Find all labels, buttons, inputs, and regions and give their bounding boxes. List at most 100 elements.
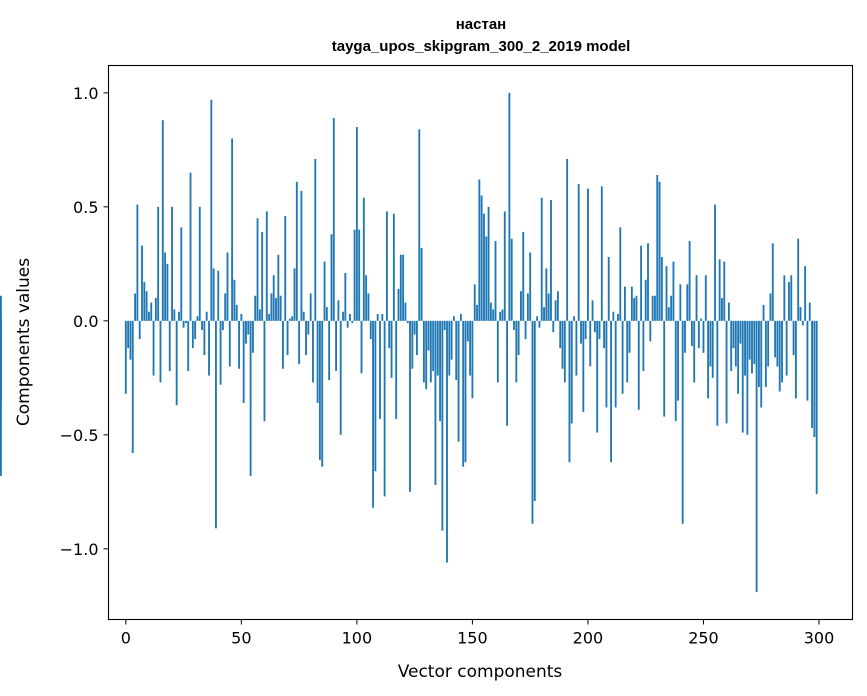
bar-component-221 [635, 295, 638, 321]
bar-component-12 [152, 320, 155, 376]
bar-component-213 [617, 314, 619, 321]
bar-component-25 [182, 320, 185, 328]
bar-component-268 [744, 320, 746, 376]
bar-component-185 [552, 320, 555, 333]
bar-component-248 [697, 320, 700, 349]
bar-component-64 [272, 275, 275, 321]
bar-component-183 [547, 293, 550, 321]
bar-component-16 [161, 120, 164, 321]
bar-component-217 [626, 320, 629, 383]
bar-component-277 [764, 320, 767, 387]
bar-component-73 [293, 268, 296, 321]
bar-component-50 [240, 314, 243, 321]
bar-component-181 [543, 307, 545, 321]
bar-component-282 [776, 320, 779, 367]
bar-component-232 [660, 257, 663, 321]
bar-component-22 [175, 320, 178, 406]
bar-component-148 [466, 320, 469, 342]
bar-component-142 [453, 316, 455, 321]
bar-component-78 [305, 320, 307, 356]
bar-component-21 [173, 309, 176, 321]
bar-component-89 [330, 234, 333, 321]
bar-component-283 [778, 320, 781, 392]
bar-component-211 [612, 311, 615, 321]
bar-component-192 [568, 320, 571, 463]
bar-component-undefined [0, 320, 2, 476]
bar-component-290 [794, 320, 797, 399]
bar-component-160 [494, 241, 497, 321]
bar-component-85 [321, 320, 324, 467]
bar-component-41 [219, 320, 222, 385]
bar-component-281 [774, 320, 777, 358]
bar-component-197 [580, 320, 582, 344]
bar-component-158 [489, 302, 492, 321]
bar-component-88 [328, 320, 331, 381]
bar-component-292 [799, 307, 802, 321]
bar-component-159 [492, 309, 495, 321]
bar-component-8 [143, 282, 146, 321]
bar-component-172 [522, 231, 525, 321]
bar-component-255 [714, 204, 716, 321]
bar-component-23 [178, 311, 180, 321]
bar-component-115 [390, 320, 393, 378]
bar-component-193 [570, 320, 573, 424]
bar-component-266 [739, 320, 742, 344]
bar-component-110 [379, 320, 381, 419]
bar-component-258 [721, 298, 723, 321]
bar-component-287 [788, 282, 790, 321]
bar-component-173 [524, 320, 527, 340]
bar-component-203 [593, 320, 596, 333]
bar-component-194 [573, 316, 575, 321]
bar-component-198 [582, 320, 585, 413]
bar-component-127 [418, 129, 421, 321]
bar-component-59 [261, 231, 264, 321]
bar-component-147 [464, 320, 467, 463]
bar-component-133 [432, 320, 435, 371]
bar-component-202 [591, 300, 594, 321]
bar-component-55 [251, 320, 254, 353]
chart-title: настан [456, 16, 507, 33]
bar-component-189 [561, 320, 564, 369]
bar-component-52 [245, 320, 247, 344]
bar-component-163 [501, 309, 504, 321]
bar-component-225 [644, 279, 647, 321]
bar-component-246 [693, 320, 696, 383]
bar-component-244 [688, 241, 691, 321]
bar-component-278 [767, 320, 770, 367]
bar-component-43 [224, 293, 227, 321]
bar-series [0, 92, 818, 593]
bar-component-51 [242, 320, 245, 403]
bar-component-69 [284, 215, 287, 321]
bar-component-169 [515, 320, 518, 383]
bar-component-44 [226, 252, 229, 321]
bar-component-293 [801, 320, 804, 326]
bar-component-144 [457, 320, 460, 442]
y-axis-label: Components values [14, 258, 34, 426]
bar-component-229 [654, 295, 656, 321]
bar-component-234 [665, 266, 668, 321]
bar-component-165 [506, 320, 508, 426]
bar-component-233 [663, 320, 666, 417]
bar-component-280 [771, 243, 774, 321]
bar-component-140 [448, 320, 451, 376]
bar-component-87 [325, 307, 328, 321]
bar-component-222 [637, 320, 640, 410]
bar-component-226 [647, 243, 649, 321]
bar-component-188 [559, 320, 562, 349]
bar-component-190 [563, 320, 566, 383]
bar-component-46 [231, 138, 234, 321]
bar-component-274 [758, 320, 760, 387]
bar-component-123 [409, 320, 411, 492]
bar-component-270 [748, 320, 751, 360]
bar-component-170 [517, 320, 520, 356]
bar-component-288 [790, 275, 793, 321]
bar-component-5 [136, 204, 139, 321]
bar-component-97 [349, 314, 351, 321]
bar-component-82 [314, 158, 317, 321]
bar-component-47 [233, 279, 236, 321]
bar-component-81 [312, 320, 314, 383]
bar-component-1 [127, 320, 130, 349]
bar-component-125 [413, 320, 416, 335]
bar-component-263 [732, 320, 735, 349]
bar-component-77 [302, 311, 305, 321]
